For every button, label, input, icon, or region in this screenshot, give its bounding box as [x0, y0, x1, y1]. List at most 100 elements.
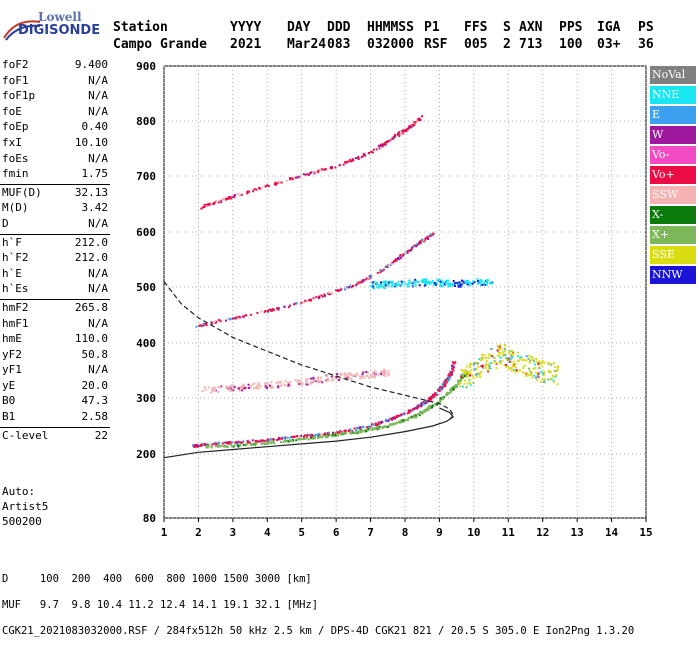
trace-dot: [411, 246, 413, 249]
trace-dot: [499, 352, 501, 355]
trace-dot: [550, 371, 552, 374]
trace-dot: [329, 433, 332, 436]
trace-dot: [514, 362, 517, 365]
trace-dot: [231, 445, 233, 448]
trace-dot: [413, 414, 416, 417]
param-row: M(D) 3.42: [0, 201, 110, 217]
trace-dot: [205, 446, 208, 449]
trace-dot: [247, 441, 250, 444]
trace-dot: [378, 422, 381, 425]
trace-dot: [370, 150, 373, 153]
trace-dot: [523, 364, 526, 367]
trace-dot: [323, 293, 326, 296]
trace-dot: [486, 282, 489, 284]
trace-dot: [457, 382, 460, 385]
trace-dot: [291, 436, 294, 439]
x-tick-label: 15: [639, 526, 652, 539]
trace-dot: [438, 279, 441, 281]
param-separator: [0, 298, 110, 300]
param-row: B1 2.58: [0, 410, 110, 426]
param-value: 1.75: [81, 167, 109, 181]
trace-dot: [387, 370, 390, 373]
trace-dot: [324, 168, 327, 170]
param-value: 212.0: [74, 251, 108, 265]
trace-dot: [276, 439, 279, 441]
trace-dot: [377, 147, 379, 150]
trace-x-trace: [205, 371, 470, 449]
trace-dot: [310, 377, 313, 380]
trace-dot: [382, 268, 385, 271]
trace-dot: [361, 426, 364, 428]
trace-dot: [410, 248, 413, 251]
trace-dot: [313, 297, 316, 300]
param-row: h`E N/A: [0, 267, 110, 283]
x-tick-label: 3: [230, 526, 237, 539]
trace-dot: [414, 415, 417, 418]
trace-dot: [318, 380, 321, 383]
trace-dot: [397, 414, 400, 417]
trace-dot: [385, 281, 388, 283]
trace-dot: [350, 286, 353, 289]
param-value: 32.13: [74, 185, 108, 199]
trace-dot: [508, 367, 511, 370]
trace-dot: [383, 282, 386, 284]
trace-dot: [452, 362, 455, 365]
trace-dot: [466, 370, 469, 373]
trace-dot: [412, 284, 415, 287]
param-value: 265.8: [74, 300, 108, 314]
param-value: N/A: [88, 282, 108, 296]
x-tick-label: 7: [367, 526, 374, 539]
trace-dot: [441, 285, 444, 288]
trace-dot: [495, 362, 498, 365]
trace-dot: [326, 378, 329, 381]
trace-dot: [290, 177, 293, 180]
trace-dot: [387, 372, 390, 375]
trace-dot: [217, 386, 220, 389]
trace-dot: [419, 410, 422, 413]
footer-distance-row: D 100 200 400 600 800 1000 1500 3000 [km…: [2, 573, 312, 585]
trace-dot: [445, 279, 448, 282]
trace-dot: [484, 283, 487, 286]
trace-dot: [544, 381, 547, 384]
trace-dot: [469, 284, 472, 287]
trace-dot: [387, 374, 390, 377]
param-value: 9.400: [74, 58, 108, 71]
trace-dot: [374, 373, 377, 376]
trace-dot: [418, 413, 421, 416]
trace-dot: [387, 283, 390, 286]
trace-dot: [544, 378, 546, 381]
legend-item-x-: X+: [650, 226, 696, 244]
trace-dot: [478, 371, 481, 374]
trace-dot: [329, 166, 332, 169]
trace-dot: [372, 287, 375, 290]
trace-dot: [264, 309, 267, 312]
trace-dot: [444, 384, 447, 387]
trace-dot: [362, 426, 365, 429]
trace-dot: [270, 308, 273, 311]
trace-dot: [535, 376, 537, 379]
trace-dot: [421, 238, 424, 241]
trace-dot: [548, 370, 551, 373]
trace-dot: [440, 397, 443, 400]
trace-dot: [325, 434, 328, 437]
param-name: fmin: [2, 167, 29, 181]
trace-dot: [389, 139, 392, 142]
trace-dot: [496, 344, 499, 347]
trace-dot: [211, 389, 214, 392]
trace-dot: [509, 360, 512, 363]
trace-dot: [382, 281, 385, 283]
trace-dot: [399, 420, 402, 423]
trace-dot: [313, 172, 316, 175]
trace-dot: [469, 384, 472, 387]
trace-dot: [547, 378, 550, 381]
trace-dot: [484, 364, 487, 367]
trace-dot: [418, 242, 421, 245]
trace-dot: [369, 374, 372, 377]
trace-dot: [475, 375, 478, 378]
trace-dot: [388, 425, 391, 428]
trace-dot: [371, 375, 374, 378]
header-value-ps: 36: [638, 37, 654, 52]
trace-dot: [362, 371, 365, 374]
trace-dot: [451, 365, 453, 367]
trace-dot: [358, 431, 361, 434]
